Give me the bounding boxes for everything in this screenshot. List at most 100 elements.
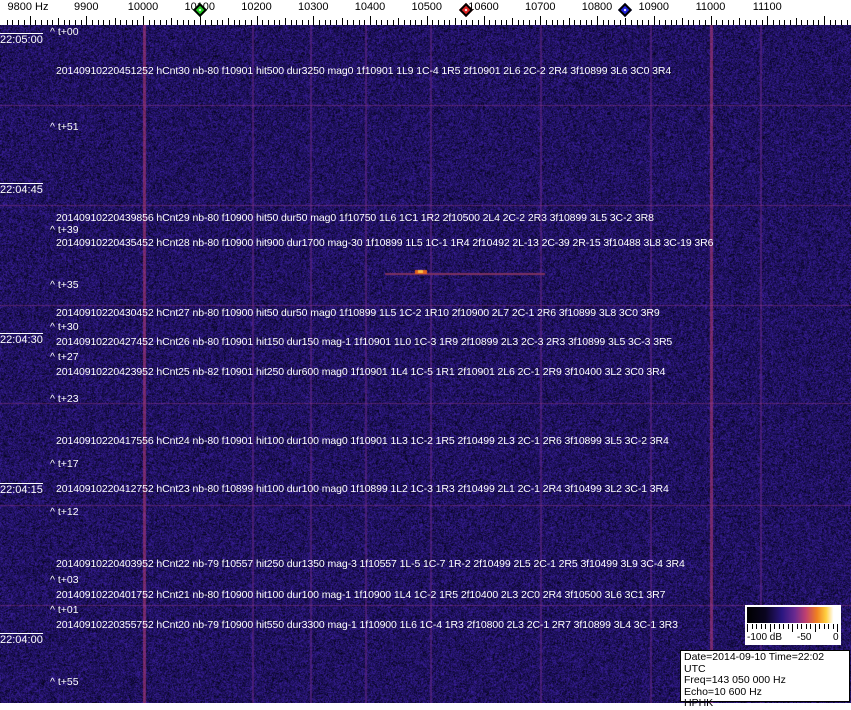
axis-tick (29, 16, 31, 25)
axis-tick (579, 20, 581, 25)
scale-tick (774, 624, 775, 629)
axis-tick (91, 20, 93, 25)
time-label: 22:04:15 (0, 483, 43, 496)
axis-tick (534, 20, 536, 25)
offset-label: ^ t+23 (50, 393, 79, 405)
waterfall-display[interactable]: 22:05:00 22:04:45 22:04:30 22:04:15 22:04:00… (0, 25, 851, 703)
axis-tick (733, 20, 735, 25)
axis-tick (108, 20, 110, 25)
axis-tick (597, 16, 598, 25)
time-label: 22:04:00 (0, 633, 43, 646)
axis-tick (568, 18, 570, 25)
axis-tick (352, 20, 354, 25)
axis-tick (761, 20, 763, 25)
axis-tick (381, 20, 383, 25)
axis-label: 11000 (695, 1, 726, 13)
detection-record: 20140910220439856 hCnt29 nb-80 f10900 hi… (56, 212, 654, 224)
info-box: Date=2014-09-10 Time=22:02 UTC Freq=143 … (680, 650, 850, 709)
axis-tick (188, 20, 190, 25)
axis-tick (443, 20, 445, 25)
axis-label: 10500 (411, 1, 443, 13)
axis-tick (103, 20, 105, 25)
axis-tick (69, 20, 71, 25)
axis-tick (239, 20, 241, 25)
scale-tick (778, 624, 780, 629)
axis-label: 10900 (638, 1, 670, 13)
offset-label: ^ t+03 (50, 574, 79, 586)
axis-tick (477, 20, 479, 25)
axis-tick (404, 20, 406, 25)
blue-marker-icon[interactable] (618, 2, 633, 18)
detection-record: 20140910220430452 hCnt27 nb-80 f10900 hi… (56, 307, 660, 319)
axis-tick (432, 20, 434, 25)
scale-tick (810, 624, 811, 629)
axis-tick (324, 20, 326, 25)
axis-tick (710, 16, 712, 25)
axis-tick (841, 20, 843, 25)
scale-tick (805, 624, 807, 629)
axis-tick (846, 20, 848, 25)
axis-label: 9900 (74, 1, 99, 13)
axis-tick (114, 18, 116, 25)
axis-tick (199, 16, 201, 25)
scale-tick (787, 624, 789, 629)
axis-tick (256, 16, 258, 25)
axis-tick (699, 20, 701, 25)
axis-tick (528, 20, 530, 25)
axis-tick (409, 20, 411, 25)
axis-tick (387, 20, 389, 25)
axis-tick (290, 20, 292, 25)
axis-tick (767, 16, 769, 25)
axis-tick (506, 20, 508, 25)
axis-tick (171, 18, 173, 25)
color-scale-legend: -100 dB -50 0 (745, 605, 841, 645)
scale-tick (796, 624, 798, 629)
axis-tick (648, 20, 650, 25)
axis-tick (557, 20, 559, 25)
offset-label: ^ t+30 (50, 321, 79, 333)
axis-tick (341, 18, 343, 25)
axis-tick (460, 20, 462, 25)
axis-tick (687, 20, 689, 25)
offset-label: ^ t+35 (50, 279, 79, 291)
axis-tick (716, 20, 718, 25)
axis-tick (489, 20, 491, 25)
axis-tick (131, 20, 133, 25)
axis-label: 10000 (127, 1, 159, 13)
frequency-axis[interactable]: 9800 Hz 99001000010100102001030010400105… (0, 0, 851, 25)
axis-tick (483, 16, 485, 25)
axis-tick (120, 20, 122, 25)
axis-tick (347, 20, 349, 25)
time-label: 22:04:30 (0, 333, 43, 346)
axis-tick (279, 20, 281, 25)
scale-tick (828, 624, 829, 629)
axis-tick (500, 20, 502, 25)
axis-tick (177, 20, 179, 25)
axis-tick (330, 20, 332, 25)
axis-tick (511, 18, 513, 25)
axis-tick (194, 20, 196, 25)
axis-tick (52, 20, 54, 25)
axis-tick (426, 16, 428, 25)
offset-label: ^ t+51 (50, 121, 79, 133)
axis-tick (205, 20, 207, 25)
axis-tick (738, 18, 740, 25)
axis-tick (750, 20, 752, 25)
axis-tick (40, 20, 42, 25)
scale-tick (823, 624, 825, 629)
axis-tick (835, 20, 837, 25)
axis-tick (80, 20, 82, 25)
axis-tick (801, 20, 803, 25)
axis-tick (670, 20, 672, 25)
axis-tick (74, 20, 76, 25)
axis-tick (370, 16, 371, 25)
axis-tick (585, 20, 587, 25)
axis-tick (784, 20, 786, 25)
offset-label: ^ t+55 (50, 676, 79, 688)
axis-tick (228, 18, 230, 25)
axis-tick (318, 20, 320, 25)
scale-tick (832, 624, 834, 629)
axis-tick (245, 20, 247, 25)
axis-tick (86, 16, 88, 25)
axis-tick (455, 18, 457, 25)
